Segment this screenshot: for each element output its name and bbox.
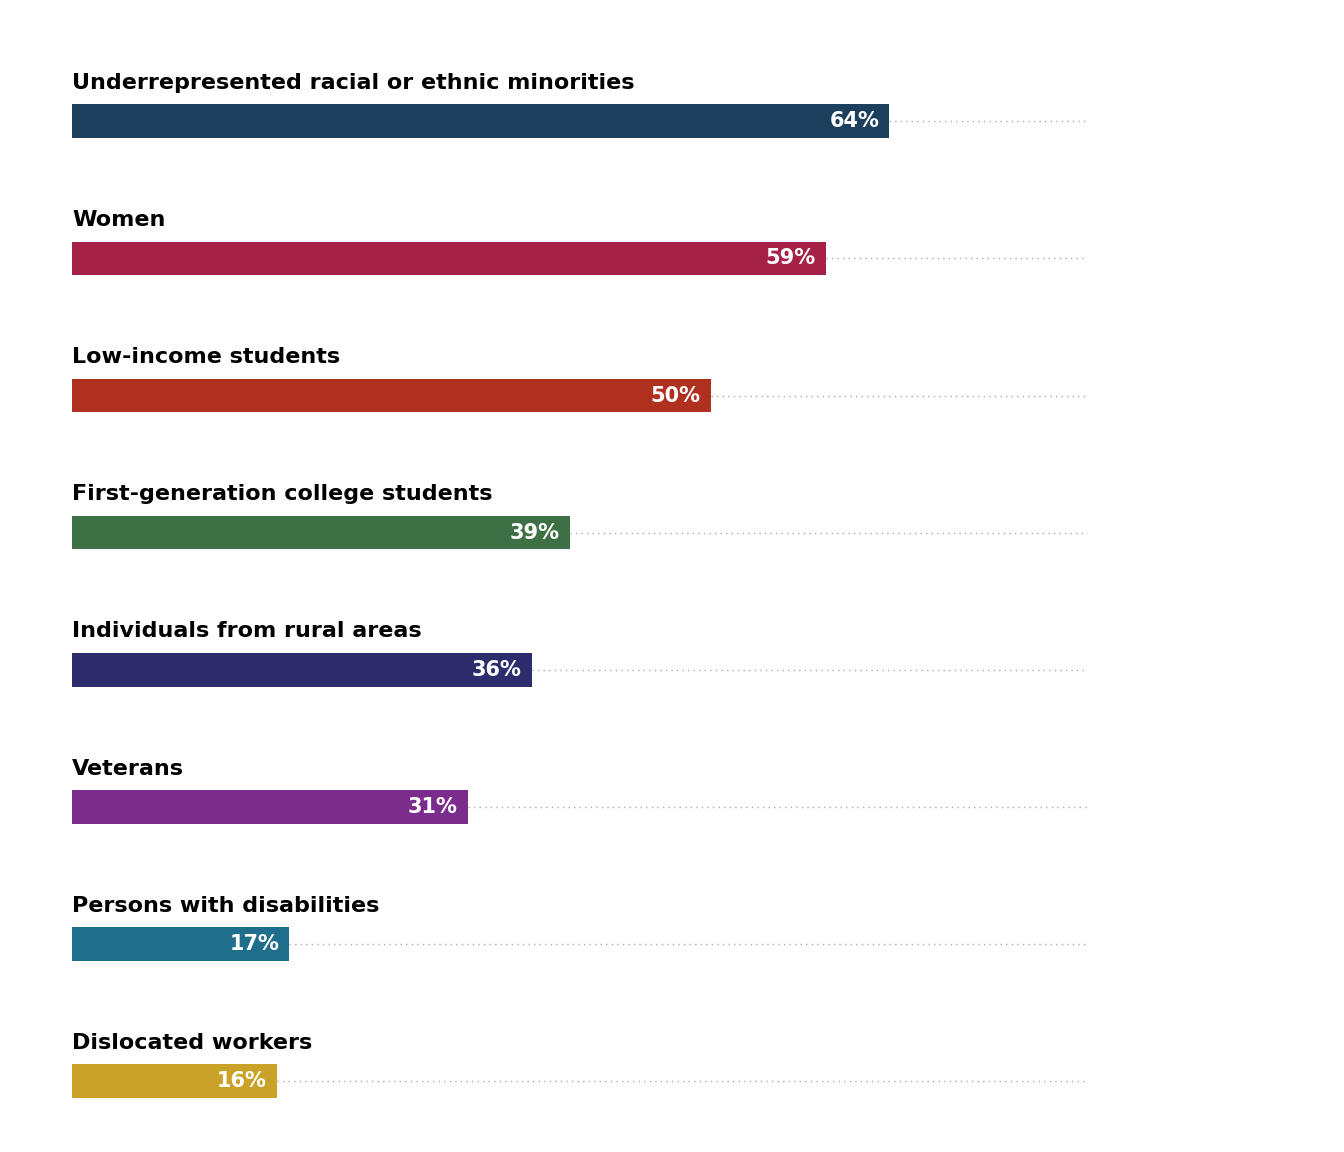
Text: First-generation college students: First-generation college students [73, 484, 493, 505]
Text: Dislocated workers: Dislocated workers [73, 1033, 313, 1053]
Text: 16%: 16% [216, 1071, 266, 1091]
Text: Persons with disabilities: Persons with disabilities [73, 896, 379, 916]
Bar [73, 927, 289, 961]
Bar [73, 516, 570, 550]
Text: Veterans: Veterans [73, 759, 184, 779]
Bar [73, 379, 711, 412]
Text: 50%: 50% [650, 386, 700, 406]
Bar [73, 242, 825, 275]
Bar [73, 1064, 277, 1098]
Text: 39%: 39% [509, 523, 560, 543]
Text: Women: Women [73, 210, 165, 230]
Text: 17%: 17% [230, 934, 280, 954]
Text: Underrepresented racial or ethnic minorities: Underrepresented racial or ethnic minori… [73, 73, 634, 93]
Text: 64%: 64% [829, 112, 879, 131]
Text: 59%: 59% [765, 249, 816, 268]
Text: 36%: 36% [472, 660, 521, 680]
Text: 31%: 31% [409, 797, 458, 817]
Bar [73, 653, 532, 687]
Text: Individuals from rural areas: Individuals from rural areas [73, 621, 422, 642]
Bar [73, 790, 468, 824]
Text: Low-income students: Low-income students [73, 347, 340, 367]
Bar [73, 105, 890, 138]
